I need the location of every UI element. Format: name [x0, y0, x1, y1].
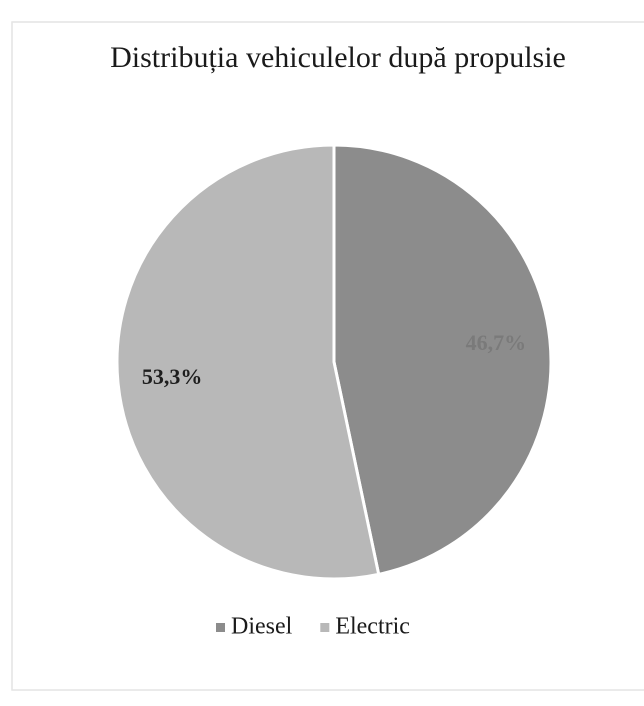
- legend-marker: [320, 623, 330, 632]
- chart-title: Distribuția vehiculelor după propulsie: [110, 41, 566, 74]
- data-label: 53,3%: [142, 364, 203, 389]
- pie-slice: [332, 143, 553, 577]
- data-label: 46,7%: [466, 330, 527, 355]
- legend-label: Diesel: [231, 614, 293, 640]
- pie-slice: [115, 143, 381, 581]
- legend-marker: [216, 623, 225, 632]
- legend-label: Electric: [335, 614, 410, 640]
